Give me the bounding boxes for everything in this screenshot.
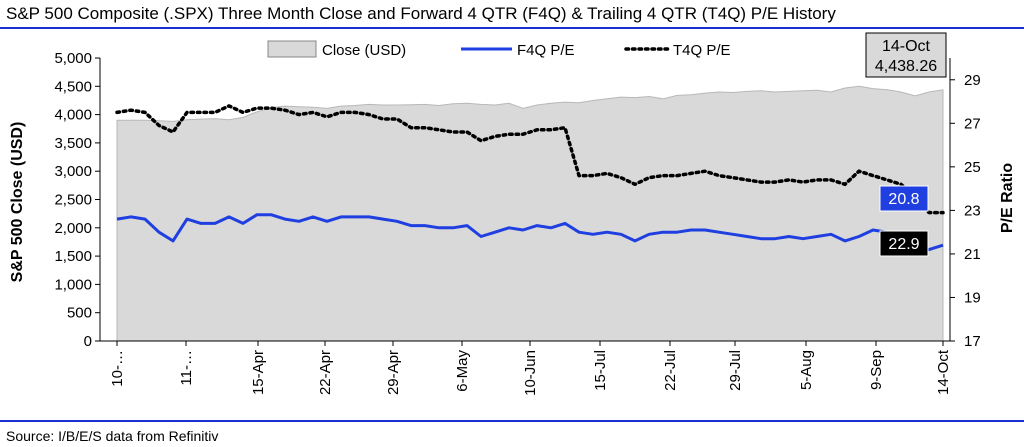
left-tick-label: 3,000 bbox=[54, 163, 92, 180]
right-tick-label: 17 bbox=[964, 333, 981, 350]
f4q-pe-line bbox=[116, 213, 944, 252]
legend-label-close: Close (USD) bbox=[322, 42, 406, 59]
x-ticks: 10-… 11-… 15-Apr 22-Apr 29-Apr 6-May 10-Jun 15-… bbox=[109, 341, 952, 396]
left-tick-label: 3,500 bbox=[54, 135, 92, 152]
x-tick-label: 15-Jul bbox=[592, 350, 609, 391]
left-ticks: 0 500 1,000 1,500 2,000 2,500 3,000 3,500 4,000 4… bbox=[54, 50, 100, 350]
right-tick-label: 25 bbox=[964, 159, 981, 176]
close-callout-date: 14-Oct bbox=[882, 38, 931, 55]
t4q-callout-box bbox=[879, 230, 929, 257]
x-tick-label: 29-Jul bbox=[727, 350, 744, 391]
x-tick-label: 15-Apr bbox=[250, 350, 267, 395]
left-tick-label: 4,000 bbox=[54, 107, 92, 124]
pe-lines-layer bbox=[115, 104, 945, 252]
x-tick-label: 22-Apr bbox=[317, 350, 334, 395]
left-tick-label: 1,500 bbox=[54, 248, 92, 265]
left-tick-label: 4,500 bbox=[54, 78, 92, 95]
close-callout-box bbox=[865, 32, 947, 78]
f4q-callout-value: 20.8 bbox=[888, 191, 919, 208]
x-tick-label: 10-… bbox=[109, 350, 126, 387]
x-tick-label: 22-Jul bbox=[662, 350, 679, 391]
t4q-callout-value: 22.9 bbox=[888, 236, 919, 253]
x-tick-label: 5-Aug bbox=[798, 350, 815, 390]
legend-label-f4q: F4Q P/E bbox=[517, 42, 575, 59]
left-axis-title: S&P 500 Close (USD) bbox=[9, 122, 26, 283]
left-tick-label: 2,500 bbox=[54, 192, 92, 209]
x-tick-label: 14-Oct bbox=[935, 349, 952, 395]
left-tick-label: 1,000 bbox=[54, 276, 92, 293]
t4q-pe-line bbox=[115, 104, 945, 215]
close-callout: 14-Oct 4,438.26 bbox=[865, 32, 947, 78]
x-tick-label: 10-Jun bbox=[522, 350, 539, 396]
right-ticks: 17 19 21 23 25 27 29 bbox=[950, 72, 981, 350]
legend-swatch-close bbox=[267, 40, 317, 58]
x-tick-label: 11-… bbox=[178, 350, 195, 386]
f4q-callout-box bbox=[879, 185, 929, 212]
source-note: Source: I/B/E/S data from Refinitiv bbox=[6, 428, 218, 444]
chart-title: S&P 500 Composite (.SPX) Three Month Clo… bbox=[6, 4, 836, 23]
f4q-callout: 20.8 bbox=[879, 185, 929, 212]
left-tick-label: 500 bbox=[67, 305, 92, 322]
x-tick-label: 6-May bbox=[454, 350, 471, 392]
right-axis-title: P/E Ratio bbox=[999, 163, 1016, 233]
left-tick-label: 2,000 bbox=[54, 220, 92, 237]
legend-label-t4q: T4Q P/E bbox=[673, 42, 731, 59]
left-tick-label: 0 bbox=[84, 333, 92, 350]
right-tick-label: 27 bbox=[964, 115, 981, 132]
right-tick-label: 19 bbox=[964, 289, 981, 306]
close-callout-value: 4,438.26 bbox=[875, 58, 937, 75]
t4q-callout: 22.9 bbox=[879, 230, 929, 257]
legend: Close (USD) F4Q P/E T4Q P/E bbox=[267, 40, 731, 59]
right-tick-label: 29 bbox=[964, 72, 981, 89]
x-tick-label: 29-Apr bbox=[385, 350, 402, 395]
close-area-layer bbox=[116, 85, 944, 342]
x-tick-label: 9-Sep bbox=[868, 350, 885, 390]
right-tick-label: 23 bbox=[964, 202, 981, 219]
close-area bbox=[116, 85, 944, 342]
right-tick-label: 21 bbox=[964, 246, 981, 263]
left-tick-label: 5,000 bbox=[54, 50, 92, 67]
